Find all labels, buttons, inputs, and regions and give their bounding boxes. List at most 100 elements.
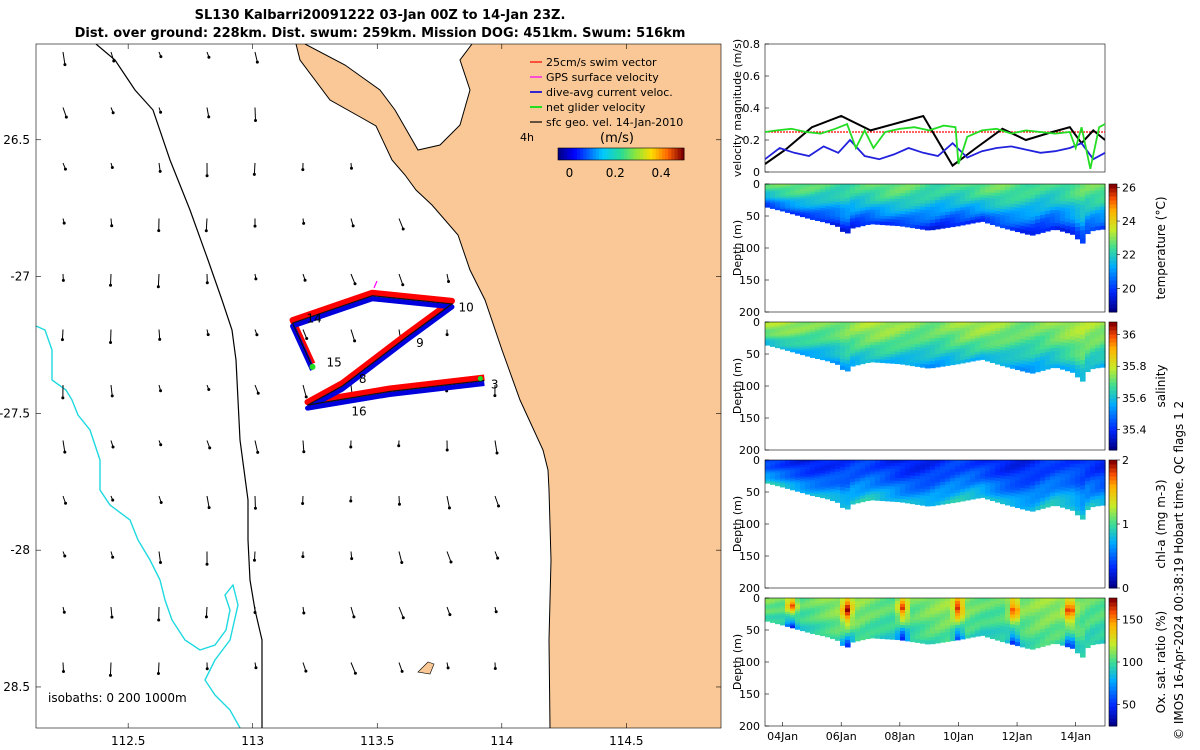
section-cell [1005, 610, 1011, 615]
section-cell [920, 344, 926, 349]
section-cell [1025, 209, 1031, 214]
section-cell [805, 198, 811, 202]
section-cell [960, 354, 966, 358]
section-cell [845, 611, 851, 617]
section-cell [930, 223, 936, 227]
section-cell [830, 621, 836, 625]
section-cell [955, 495, 961, 500]
section-cell [790, 336, 796, 340]
section-cell [925, 496, 931, 500]
section-cell [955, 184, 961, 188]
section-cell [950, 331, 956, 335]
section-cell [765, 340, 771, 343]
section-cell [1010, 476, 1016, 481]
section-colorbar-swatch [1109, 406, 1117, 411]
section-cell [900, 490, 906, 494]
section-cell [905, 340, 911, 344]
section-cell [840, 618, 846, 623]
section-colorbar-swatch [1109, 552, 1117, 557]
section-cell [865, 322, 871, 326]
section-cell [1015, 604, 1021, 609]
section-cell [780, 187, 786, 191]
section-cell [890, 186, 896, 191]
section-cell [950, 472, 956, 476]
section-cell [970, 634, 976, 638]
geo-arrow-shaft [254, 440, 259, 453]
section-cell [820, 356, 826, 361]
section-cell [770, 196, 776, 199]
section-cell [910, 190, 916, 194]
section-cell [920, 203, 926, 208]
section-cell [840, 349, 846, 353]
geo-arrow-head [302, 611, 306, 615]
section-cell [970, 211, 976, 216]
section-cell [820, 216, 826, 220]
section-cell [780, 460, 786, 463]
section-cell [1035, 198, 1041, 203]
velocity-series-line [765, 122, 1105, 169]
section-cell [865, 330, 871, 335]
section-cell [1020, 491, 1026, 496]
section-cell [985, 184, 991, 188]
section-cell [850, 491, 856, 496]
section-cell [1035, 644, 1041, 649]
section-cell [1090, 627, 1096, 632]
section-cell [1055, 482, 1061, 487]
section-cell [1060, 217, 1066, 222]
section-cell [795, 335, 801, 339]
section-cell [985, 614, 991, 619]
section-cell [1025, 467, 1031, 472]
section-cell [880, 184, 886, 188]
section-cell [1050, 187, 1056, 192]
section-cell [830, 603, 836, 608]
section-cell [1095, 203, 1101, 208]
section-cell [910, 601, 916, 605]
section-cell [900, 196, 906, 200]
section-cell [810, 214, 816, 218]
section-cell [920, 488, 926, 493]
section-cell [910, 629, 916, 633]
section-cell [915, 475, 921, 480]
section-cell [910, 484, 916, 489]
section-cell [945, 328, 951, 332]
section-cell [1060, 325, 1066, 330]
section-cell [835, 334, 841, 338]
geo-arrow-head [63, 167, 67, 171]
section-cell [820, 606, 826, 610]
section-cell [955, 615, 961, 620]
section-cell [790, 203, 796, 206]
section-cell [1055, 325, 1061, 330]
section-cell [775, 472, 781, 476]
section-cell [930, 203, 936, 208]
section-cell [1065, 349, 1071, 354]
section-colorbar-swatch [1109, 358, 1117, 363]
section-cell [1070, 336, 1076, 341]
section-cell [810, 201, 816, 205]
section-cell [785, 608, 791, 611]
section-cell [780, 469, 786, 473]
section-cell [845, 360, 851, 365]
section-cell [845, 598, 851, 603]
section-cell [1070, 191, 1076, 196]
geo-arrow-shaft [302, 329, 308, 339]
section-cell [985, 211, 991, 216]
section-cell [1065, 353, 1071, 358]
section-cell [1050, 206, 1056, 211]
section-cell [825, 346, 831, 351]
section-cell [1070, 460, 1076, 465]
section-cell [1055, 210, 1061, 214]
section-cell [770, 463, 776, 466]
section-cell [805, 186, 811, 190]
section-cell [1045, 338, 1051, 343]
section-cell [1065, 367, 1071, 372]
section-cell [1020, 480, 1026, 485]
section-cell [1005, 190, 1011, 195]
section-cell [960, 189, 966, 194]
section-cell [960, 345, 966, 349]
section-cell [905, 196, 911, 200]
section-cell [770, 201, 776, 204]
map-x-tick-label: 114 [490, 734, 513, 748]
section-cell [1060, 342, 1066, 347]
section-cell [960, 336, 966, 341]
section-cell [855, 616, 861, 620]
